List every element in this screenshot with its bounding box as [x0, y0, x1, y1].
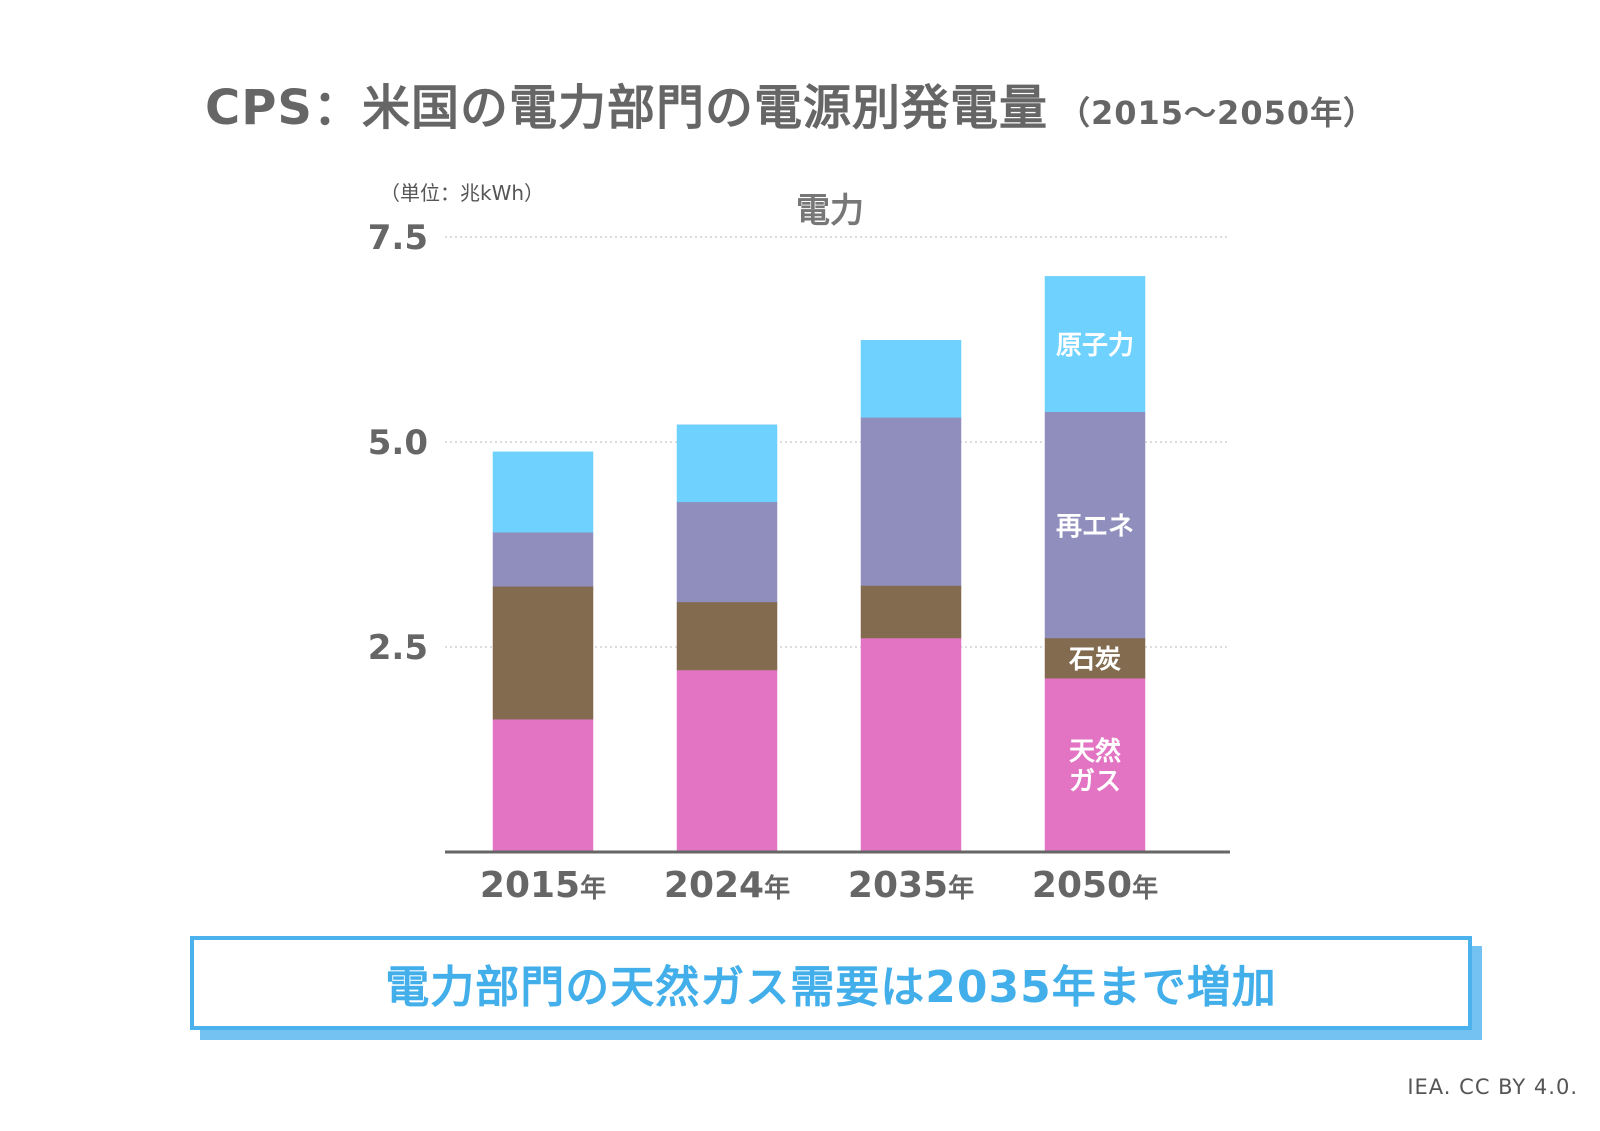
bar-segment	[676, 601, 778, 671]
y-tick-label: 7.5	[368, 218, 428, 258]
series-label: 石炭	[1068, 645, 1121, 675]
x-tick-label: 2024年	[664, 865, 790, 906]
bar-segment	[860, 585, 962, 639]
bar-segment	[492, 586, 594, 720]
bar-segment	[860, 340, 962, 418]
y-tick-label: 2.5	[368, 628, 428, 668]
series-label: 原子力	[1056, 331, 1134, 361]
bar-segment	[1044, 276, 1146, 412]
bar-segment	[1044, 411, 1146, 639]
series-label: 再エネ	[1056, 512, 1134, 542]
bar-segment	[676, 501, 778, 603]
chart-title: 電力	[796, 191, 864, 231]
bar-segment	[492, 531, 594, 587]
series-label: ガス	[1069, 767, 1121, 797]
bar-segment	[1044, 637, 1146, 679]
series-label: 天然	[1069, 736, 1121, 767]
x-tick-label: 2035年	[848, 865, 974, 906]
bar-segment	[676, 424, 778, 503]
x-tick-label: 2050年	[1032, 865, 1158, 906]
x-tick-label: 2015年	[480, 865, 606, 906]
bar-segment	[676, 669, 778, 853]
page-title: CPS：米国の電力部門の電源別発電量 （2015〜2050年）	[205, 68, 1376, 138]
bar-segment	[860, 637, 962, 853]
callout-text: 電力部門の天然ガス需要は2035年まで増加	[190, 936, 1472, 1030]
bar-segment	[492, 718, 594, 853]
title-main: CPS：米国の電力部門の電源別発電量	[205, 80, 1048, 136]
bar-segment	[1044, 677, 1146, 853]
unit-label: （単位：兆kWh）	[380, 181, 544, 205]
y-tick-label: 5.0	[368, 423, 428, 463]
credit: IEA. CC BY 4.0.	[1407, 1075, 1578, 1099]
bar-segment	[860, 417, 962, 586]
title-range: （2015〜2050年）	[1057, 94, 1377, 132]
callout: 電力部門の天然ガス需要は2035年まで増加	[190, 936, 1482, 1040]
bar-segment	[492, 451, 594, 533]
